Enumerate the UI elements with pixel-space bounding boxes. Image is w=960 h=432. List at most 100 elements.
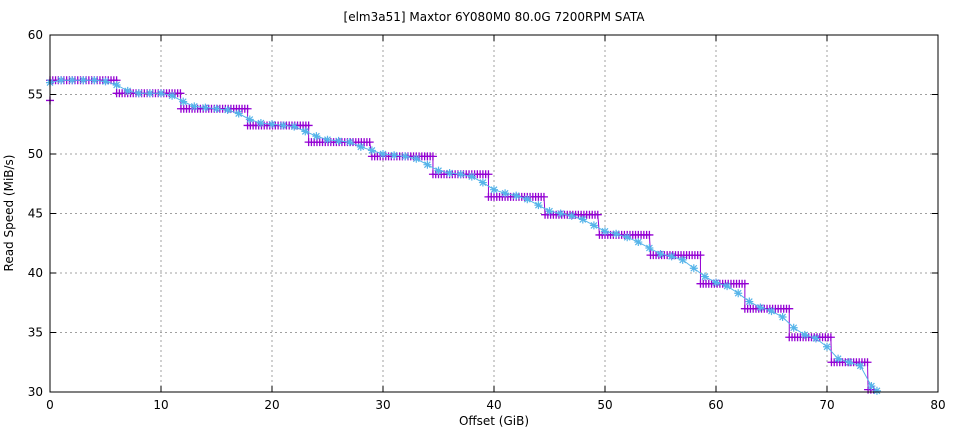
x-tick-label: 40 xyxy=(486,398,501,412)
raw-point xyxy=(593,210,602,219)
smoothed-point xyxy=(390,151,399,160)
smoothed-point xyxy=(645,244,654,253)
raw-point xyxy=(785,304,794,313)
smoothed-point xyxy=(268,120,276,129)
smoothed-point xyxy=(179,97,188,106)
plot-border xyxy=(49,34,939,393)
smoothed-point xyxy=(867,382,876,391)
raw-point xyxy=(863,358,872,367)
smoothed-point xyxy=(301,127,310,136)
smoothed-point xyxy=(401,152,410,161)
smoothed-point xyxy=(456,170,465,179)
smoothed-point xyxy=(667,252,676,261)
smoothed-point xyxy=(712,278,720,287)
smoothed-point xyxy=(745,297,754,306)
smoothed-point xyxy=(656,249,665,258)
smoothed-point xyxy=(234,109,243,118)
smoothed-point xyxy=(723,282,732,291)
smoothed-point xyxy=(856,361,865,370)
raw-point xyxy=(539,192,548,201)
smoothed-point xyxy=(601,227,609,236)
smoothed-point xyxy=(556,209,565,218)
smoothed-point xyxy=(512,191,521,200)
smoothed-point xyxy=(700,272,709,281)
smoothed-point xyxy=(834,354,843,363)
smoothed-point xyxy=(545,207,554,216)
grid xyxy=(49,34,939,393)
smoothed-point xyxy=(823,342,831,351)
smoothed-point xyxy=(334,136,343,145)
y-tick-label: 55 xyxy=(28,88,43,102)
smoothed-point xyxy=(623,233,632,242)
smoothed-point xyxy=(367,146,376,155)
chart-title: [elm3a51] Maxtor 6Y080M0 80.0G 7200RPM S… xyxy=(344,10,646,24)
smoothed-point xyxy=(201,103,210,112)
smoothed-point xyxy=(312,132,321,141)
raw-point xyxy=(243,104,252,113)
x-tick-label: 30 xyxy=(375,398,390,412)
smoothed-point xyxy=(112,80,121,89)
smoothed-point xyxy=(356,142,365,151)
smoothed-point xyxy=(68,76,77,85)
raw-point xyxy=(826,333,835,342)
smoothed-point xyxy=(845,358,854,367)
smoothed-point xyxy=(145,89,154,98)
y-tick-label: 50 xyxy=(28,147,43,161)
smoothed-point xyxy=(423,160,432,169)
smoothed-point xyxy=(434,166,443,175)
smoothed-point xyxy=(578,215,587,224)
x-axis-label: Offset (GiB) xyxy=(459,414,529,428)
y-tick-label: 45 xyxy=(28,207,43,221)
y-tick-label: 35 xyxy=(28,326,43,340)
x-tick-label: 20 xyxy=(264,398,279,412)
raw-point xyxy=(740,279,749,288)
smoothed-point xyxy=(534,201,543,210)
raw-point xyxy=(304,121,313,130)
raw-point xyxy=(484,170,493,179)
smoothed-point xyxy=(101,77,110,86)
smoothed-point xyxy=(589,221,598,230)
smoothed-point xyxy=(212,104,221,113)
smoothed-point xyxy=(800,330,809,339)
smoothed-point xyxy=(756,303,765,312)
smoothed-point xyxy=(190,102,199,111)
smoothed-point xyxy=(256,119,265,128)
raw-series-line xyxy=(49,79,874,391)
smoothed-point xyxy=(767,307,776,316)
smoothed-point xyxy=(872,386,881,395)
y-axis-label: Read Speed (MiB/s) xyxy=(2,155,16,272)
raw-point xyxy=(696,251,705,260)
raw-point xyxy=(428,152,437,161)
y-tick-label: 30 xyxy=(28,385,43,399)
smoothed-point xyxy=(634,238,643,247)
smoothed-point xyxy=(134,89,143,98)
y-tick-label: 40 xyxy=(28,266,43,280)
x-tick-label: 60 xyxy=(708,398,723,412)
smoothed-point xyxy=(323,135,332,144)
smoothed-point xyxy=(490,185,498,194)
smoothed-point xyxy=(90,76,99,85)
smoothed-point xyxy=(279,121,288,130)
smoothed-point xyxy=(811,334,820,343)
raw-point xyxy=(176,89,185,98)
plot-marks xyxy=(46,76,881,395)
smoothed-point xyxy=(223,105,232,114)
smoothed-series-line xyxy=(49,79,878,392)
smoothed-point xyxy=(734,289,743,298)
raw-point xyxy=(645,230,654,239)
smoothed-point xyxy=(123,86,132,95)
x-tick-label: 0 xyxy=(46,398,54,412)
smoothed-point xyxy=(412,154,421,163)
smoothed-point xyxy=(478,178,487,187)
smoothed-point xyxy=(345,138,354,147)
smoothed-point xyxy=(379,150,387,158)
smoothed-point xyxy=(689,264,698,273)
smoothed-point xyxy=(501,189,510,198)
x-tick-label: 10 xyxy=(153,398,168,412)
smoothed-point xyxy=(290,122,299,131)
y-tick-label: 60 xyxy=(28,28,43,42)
tick-labels: 0 10 20 30 40 50 60 70 80 30 35 40 45 50 55 60 xyxy=(28,28,946,412)
smoothed-point xyxy=(789,323,798,332)
x-tick-label: 80 xyxy=(930,398,945,412)
